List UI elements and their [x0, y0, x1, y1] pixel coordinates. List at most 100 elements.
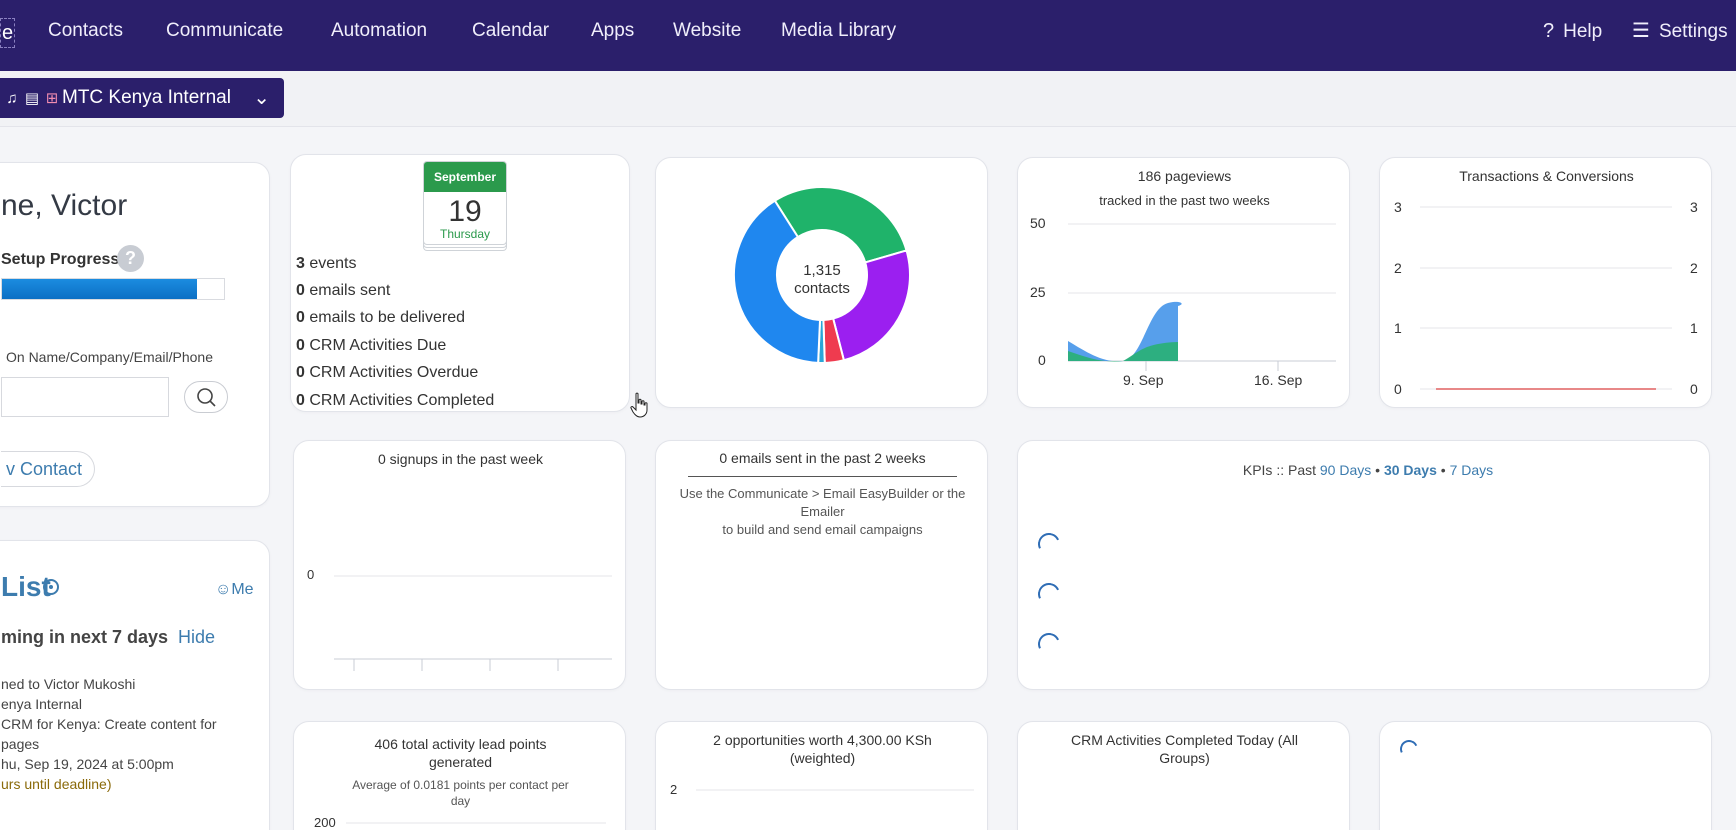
account-selector[interactable]: ♫ ▤ ⊞ MTC Kenya Internal ⌄	[0, 78, 284, 118]
hide-link[interactable]: Hide	[178, 627, 216, 647]
donut-slice[interactable]	[733, 199, 822, 364]
kpi-prefix: KPIs :: Past	[1242, 462, 1320, 478]
task-account: enya Internal	[1, 696, 82, 712]
y-tick-left: 3	[1394, 199, 1402, 215]
task-title[interactable]: CRM for Kenya: Create content for	[1, 716, 217, 732]
settings-label: Settings	[1658, 21, 1728, 42]
crm-completed-title: CRM Activities Completed Today (All	[1071, 732, 1298, 748]
opportunities-chart[interactable]	[656, 722, 989, 830]
loading-spinner-icon	[1397, 737, 1421, 761]
pageviews-subtitle: tracked in the past two weeks	[1099, 193, 1270, 208]
nav-item-media-library[interactable]: Media Library	[781, 20, 897, 41]
y-tick-label: 0	[1038, 352, 1046, 368]
nav-item-website[interactable]: Website	[673, 20, 742, 41]
opportunities-title: 2 opportunities worth 4,300.00 KSh	[713, 732, 932, 748]
account-name: MTC Kenya Internal	[62, 87, 231, 108]
stat-crm-completed[interactable]: 0 CRM Activities Completed	[296, 392, 494, 410]
kpi-30-days[interactable]: 30 Days	[1383, 462, 1437, 478]
crm-completed-card: CRM Activities Completed Today (All Grou…	[1017, 721, 1350, 830]
lead-points-chart[interactable]	[294, 722, 627, 830]
nav-item-home-partial[interactable]: e	[0, 18, 16, 48]
stat-number: 0	[296, 282, 305, 299]
setup-progress-label: Setup Progress	[1, 251, 120, 268]
stat-number: 0	[296, 392, 305, 409]
x-tick-label: 16. Sep	[1254, 372, 1303, 388]
kpi-90-days[interactable]: 90 Days	[1319, 462, 1372, 478]
pageviews-area-series-2	[1068, 342, 1178, 362]
stat-events[interactable]: 3 events	[296, 255, 357, 273]
hamburger-icon: ☰	[1632, 20, 1650, 42]
nav-item-apps[interactable]: Apps	[591, 20, 635, 41]
stat-label: CRM Activities Overdue	[309, 364, 479, 381]
y-tick-label: 50	[1030, 215, 1046, 231]
upcoming-label: ming in next 7 days	[1, 627, 169, 647]
crm-completed-title: Groups)	[1159, 750, 1210, 766]
archive-icon: ▤	[24, 90, 40, 107]
chevron-down-icon[interactable]: ⌄	[253, 87, 270, 109]
y-tick-label: 2	[670, 782, 678, 797]
signups-title: 0 signups in the past week	[378, 451, 543, 467]
target-icon[interactable]	[43, 579, 59, 595]
emails-description: to build and send email campaigns	[722, 522, 923, 537]
nav-item-calendar[interactable]: Calendar	[472, 20, 550, 41]
stat-label: events	[309, 255, 357, 272]
welcome-card: ne, Victor Setup Progress ? On Name/Comp…	[0, 162, 270, 507]
kpi-7-days[interactable]: 7 Days	[1449, 462, 1494, 478]
new-contact-button[interactable]: v Contact	[1, 451, 95, 487]
stat-emails-to-deliver[interactable]: 0 emails to be delivered	[296, 309, 465, 327]
bell-icon: ♫	[6, 90, 18, 107]
pageviews-chart[interactable]	[1018, 158, 1351, 409]
calendar-widget[interactable]: September 19 Thursday	[423, 161, 507, 249]
stat-number: 3	[296, 255, 305, 272]
x-tick-label: 9. Sep	[1123, 372, 1164, 388]
hand-cursor-icon	[630, 392, 648, 418]
help-circle-icon[interactable]: ?	[117, 245, 144, 272]
donut-slice[interactable]	[773, 186, 908, 264]
me-filter[interactable]: ☺Me	[215, 581, 254, 599]
stat-number: 0	[296, 337, 305, 354]
donut-slice[interactable]	[831, 249, 911, 362]
y-tick-right: 3	[1690, 199, 1698, 215]
welcome-title: ne, Victor	[1, 189, 128, 222]
nav-item-contacts[interactable]: Contacts	[48, 20, 123, 41]
stat-crm-due[interactable]: 0 CRM Activities Due	[296, 337, 446, 355]
help-link[interactable]: ? Help	[1543, 0, 1602, 71]
emails-divider	[688, 476, 957, 477]
contacts-donut-chart[interactable]	[656, 158, 989, 409]
transactions-chart[interactable]	[1380, 158, 1713, 409]
stat-label: emails to be delivered	[309, 309, 465, 326]
signups-chart[interactable]	[294, 441, 627, 691]
emails-description: Emailer	[800, 504, 845, 519]
opportunities-card: 2 opportunities worth 4,300.00 KSh (weig…	[655, 721, 988, 830]
task-list-title: List	[1, 571, 51, 602]
task-assignee: ned to Victor Mukoshi	[1, 676, 136, 692]
question-icon: ?	[1543, 20, 1555, 42]
emails-card: 0 emails sent in the past 2 weeks Use th…	[655, 440, 988, 690]
calendar-page: September 19 Thursday	[423, 161, 507, 245]
y-tick-label: 200	[314, 815, 336, 830]
search-label: On Name/Company/Email/Phone	[6, 349, 213, 365]
stat-emails-sent[interactable]: 0 emails sent	[296, 282, 390, 300]
nav-item-automation[interactable]: Automation	[331, 20, 428, 41]
lead-points-card: 406 total activity lead points generated…	[293, 721, 626, 830]
calendar-weekday: Thursday	[439, 227, 491, 241]
y-tick-label: 25	[1030, 284, 1046, 300]
search-button[interactable]	[184, 381, 228, 413]
calendar-month: September	[424, 162, 506, 192]
task-list-card: List ☺Me ming in next 7 days Hide ned to …	[0, 540, 270, 830]
emails-title: 0 emails sent in the past 2 weeks	[719, 450, 926, 466]
y-tick-left: 1	[1394, 320, 1402, 336]
kpi-separator: •	[1436, 462, 1450, 478]
stat-crm-overdue[interactable]: 0 CRM Activities Overdue	[296, 364, 478, 382]
y-tick-right: 0	[1690, 381, 1698, 397]
kpi-title: KPIs :: Past 90 Days • 30 Days • 7 Days	[1018, 462, 1718, 478]
search-input[interactable]	[1, 377, 169, 417]
account-bar: ♫ ▤ ⊞ MTC Kenya Internal ⌄	[0, 71, 1736, 127]
signups-card: 0 signups in the past week 0	[293, 440, 626, 690]
nav-item-communicate[interactable]: Communicate	[166, 20, 284, 41]
y-tick-right: 1	[1690, 320, 1698, 336]
setup-progress-bar	[1, 278, 225, 300]
y-tick-right: 2	[1690, 260, 1698, 276]
task-title-cont[interactable]: pages	[1, 736, 40, 752]
settings-link[interactable]: ☰ Settings	[1632, 0, 1728, 71]
